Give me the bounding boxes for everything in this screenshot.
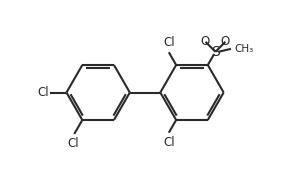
Text: O: O xyxy=(221,35,230,48)
Text: O: O xyxy=(201,35,210,48)
Text: CH₃: CH₃ xyxy=(234,44,253,54)
Text: S: S xyxy=(211,45,220,59)
Text: Cl: Cl xyxy=(163,36,175,49)
Text: Cl: Cl xyxy=(163,136,175,149)
Text: Cl: Cl xyxy=(37,86,49,99)
Text: Cl: Cl xyxy=(68,137,80,150)
